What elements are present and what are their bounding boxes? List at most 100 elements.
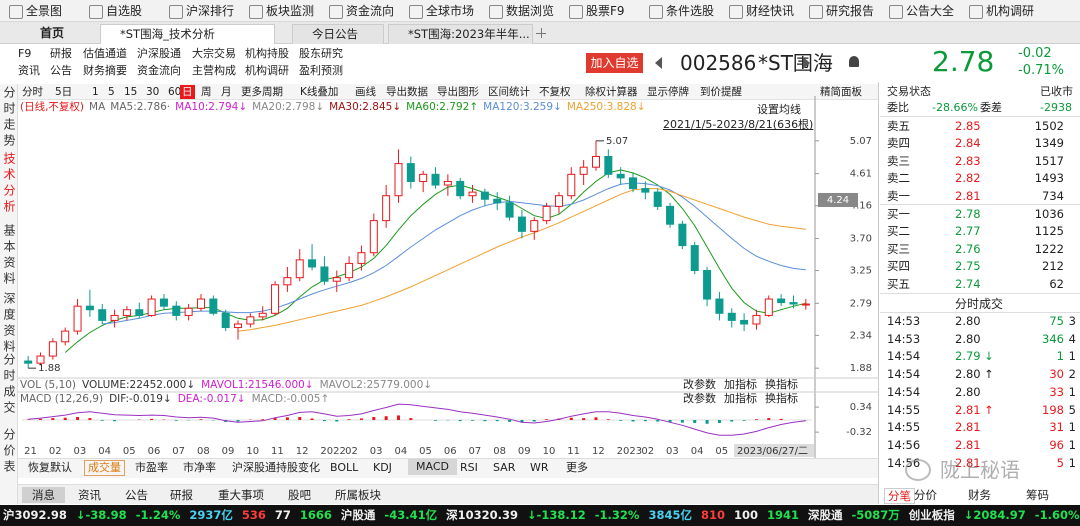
f9-link[interactable]: 盈利预测 [299, 64, 343, 77]
toolbar-item[interactable]: 全景图 [8, 4, 62, 19]
period-button[interactable]: 月 [221, 86, 232, 98]
indicator-tab[interactable]: SAR [493, 461, 516, 474]
side-menu-item[interactable]: 深度资料 [2, 292, 16, 356]
panel-button[interactable]: 加指标 [724, 392, 757, 405]
indicator-tab[interactable]: 市盈率 [135, 461, 168, 474]
panel-button[interactable]: 换指标 [765, 392, 798, 405]
toolbar-item[interactable]: 资金流向 [328, 4, 394, 19]
prev-arrow[interactable] [655, 57, 662, 69]
toolbar-item[interactable]: 板块监测 [248, 4, 314, 19]
toolbar-item[interactable]: 沪深排行 [168, 4, 234, 19]
toolbar-item[interactable]: 公告大全 [888, 4, 954, 19]
news-tab[interactable]: 重大事项 [218, 488, 264, 502]
f9-link[interactable]: 主营构成 [192, 64, 236, 77]
news-tab[interactable]: 股吧 [288, 488, 311, 502]
indicator-tab[interactable]: KDJ [373, 461, 392, 474]
candle-body [517, 216, 526, 232]
toolbar-item[interactable]: 数据浏览 [488, 4, 554, 19]
indicator-tab[interactable]: 沪深股通持股变化 [232, 461, 320, 474]
toolbar-item[interactable]: 条件选股 [648, 4, 714, 19]
period-button[interactable]: 15 [124, 86, 138, 98]
period-button[interactable]: 更多周期 [241, 86, 283, 98]
period-button[interactable]: 导出数据 [386, 86, 428, 98]
period-button[interactable]: 5 [108, 86, 115, 98]
news-tab[interactable]: 所属板块 [335, 488, 381, 502]
trades-tab[interactable]: 财务 [968, 488, 991, 502]
toolbar-item[interactable]: 机构调研 [968, 4, 1034, 19]
tab[interactable]: *ST围海_技术分析 [120, 27, 215, 41]
toolbar-item[interactable]: 研究报告 [808, 4, 874, 19]
period-button[interactable]: 60 [168, 86, 182, 98]
period-button[interactable]: 周 [201, 86, 212, 98]
ma-settings[interactable]: 设置均线 [757, 103, 801, 116]
indicator-tab[interactable]: MACD [408, 459, 457, 475]
add-watchlist-button[interactable]: 加入自选 [586, 53, 643, 73]
period-button[interactable]: 30 [146, 86, 160, 98]
f9-link[interactable]: 沪深股通 [137, 47, 181, 60]
f9-link[interactable]: 公告 [50, 64, 72, 77]
side-menu-item[interactable]: 基本资料 [2, 224, 16, 288]
side-menu-item[interactable]: 分时成交 [2, 353, 16, 417]
f9-link[interactable]: 资讯 [18, 64, 40, 77]
panel-button[interactable]: 换指标 [765, 378, 798, 391]
indicator-tab[interactable]: 市净率 [183, 461, 216, 474]
period-button[interactable]: 区间统计 [488, 86, 530, 98]
status-item: 深10320.39 [446, 508, 518, 522]
period-button[interactable]: 导出图形 [437, 86, 479, 98]
panel-toggle[interactable]: 精简面板 [820, 86, 862, 98]
tab-box[interactable] [100, 24, 275, 44]
f9-link[interactable]: F9 [18, 47, 32, 60]
indicator-tab[interactable]: 恢复默认 [28, 461, 72, 474]
period-button[interactable]: 5日 [55, 86, 73, 98]
toolbar-item[interactable]: 自选股 [88, 4, 142, 19]
x-tick-label: 11 [567, 446, 580, 457]
indicator-tab[interactable]: BOLL [330, 461, 359, 474]
tab[interactable]: *ST围海:2023年半年... [408, 27, 530, 41]
toolbar-item[interactable]: 财经快讯 [728, 4, 794, 19]
indicator-tab[interactable]: 成交量 [84, 460, 125, 476]
tab-box[interactable] [388, 24, 533, 44]
indicator-tab[interactable]: WR [530, 461, 549, 474]
trades-tab[interactable]: 分笔 [884, 488, 915, 504]
period-button[interactable]: K线叠加 [300, 86, 339, 98]
panel-button[interactable]: 加指标 [724, 378, 757, 391]
news-tab[interactable]: 研报 [170, 488, 193, 502]
period-button[interactable]: 不复权 [539, 86, 571, 98]
tab[interactable]: 今日公告 [312, 27, 358, 41]
panel-button[interactable]: 改参数 [683, 378, 716, 391]
toolbar-item[interactable]: 股票F9 [568, 4, 625, 19]
next-arrow[interactable] [803, 57, 810, 69]
f9-link[interactable]: 资金流向 [137, 64, 181, 77]
period-button[interactable]: 分时 [22, 86, 43, 98]
date-range[interactable]: 2021/1/5-2023/8/21(636根) [663, 118, 814, 131]
f9-link[interactable]: 大宗交易 [192, 47, 236, 60]
f9-link[interactable]: 研报 [50, 47, 72, 60]
alert-icon[interactable] [849, 56, 859, 67]
period-button[interactable]: 到价提醒 [700, 86, 742, 98]
toolbar-item[interactable]: 全球市场 [408, 4, 474, 19]
side-menu-item[interactable]: 分时走势 [2, 86, 16, 150]
period-button[interactable]: 1 [92, 86, 99, 98]
panel-button[interactable]: 改参数 [683, 392, 716, 405]
f9-link[interactable]: 股东研究 [299, 47, 343, 60]
period-button[interactable]: 画线 [355, 86, 376, 98]
news-tab[interactable]: 资讯 [78, 488, 101, 502]
f9-link[interactable]: 估值通道 [83, 47, 127, 60]
f9-link[interactable]: 财务摘要 [83, 64, 127, 77]
indicator-tab[interactable]: RSI [460, 461, 478, 474]
side-menu-item[interactable]: 技术分析 [2, 152, 16, 216]
tab-box[interactable] [292, 24, 384, 44]
trades-tab[interactable]: 分价 [914, 488, 937, 502]
side-menu-item[interactable]: 分价表 [2, 428, 16, 476]
f9-link[interactable]: 机构调研 [245, 64, 289, 77]
news-tab[interactable]: 消息 [22, 487, 65, 503]
news-tab[interactable]: 公告 [125, 488, 148, 502]
tab-add[interactable] [536, 28, 546, 38]
tab[interactable]: 首页 [40, 26, 65, 40]
period-button[interactable]: 显示停牌 [647, 86, 689, 98]
period-button[interactable]: 除权计算器 [585, 86, 638, 98]
f9-link[interactable]: 机构持股 [245, 47, 289, 60]
period-button[interactable]: 日 [180, 85, 195, 99]
trades-tab[interactable]: 筹码 [1026, 488, 1049, 502]
indicator-tab[interactable]: 更多 [566, 461, 588, 474]
